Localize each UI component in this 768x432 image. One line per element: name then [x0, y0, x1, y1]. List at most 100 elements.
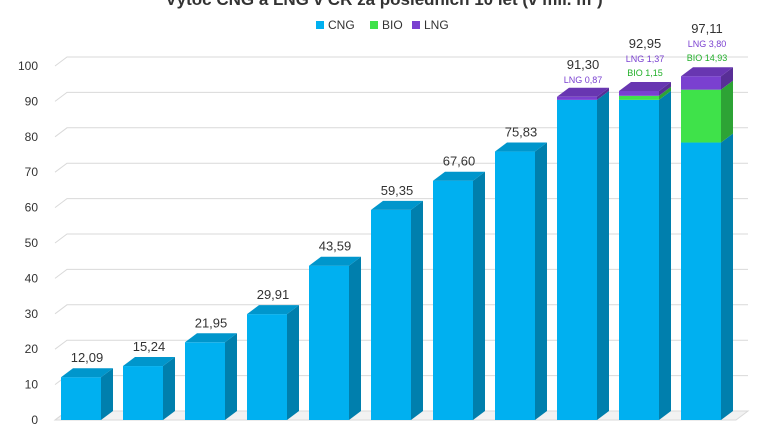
- bar-segment-lng: [557, 87, 609, 100]
- legend-label: CNG: [328, 18, 355, 32]
- plot-area: 12,09 15,24 21,95 29,91 43,59 59,35 67,60 75,83…: [53, 21, 750, 421]
- gridline: [54, 127, 748, 138]
- bar-front: [681, 142, 721, 421]
- legend-label: LNG: [424, 18, 449, 32]
- bar-segment-cng: [185, 333, 237, 420]
- gridline: [54, 91, 748, 102]
- bio-annotation: BIO 1,15: [627, 68, 663, 78]
- bar-side: [597, 90, 609, 420]
- bar-5: [309, 256, 361, 420]
- chart-legend: CNG BIO LNG: [316, 18, 449, 32]
- bar-side: [349, 256, 361, 420]
- bar-segment-lng: [681, 67, 733, 90]
- y-tick-label: 20: [25, 342, 39, 356]
- bar-10: [619, 81, 671, 420]
- bar-segment-cng: [619, 90, 671, 420]
- bar-top: [123, 357, 175, 367]
- bar-side: [101, 368, 113, 420]
- bar-total-label: 75,83: [505, 125, 538, 140]
- bar-top: [619, 81, 671, 91]
- y-tick-label: 70: [25, 165, 39, 179]
- bar-side: [225, 333, 237, 420]
- bar-front: [557, 99, 597, 420]
- bar-top: [309, 256, 361, 266]
- bar-side: [659, 90, 671, 420]
- bar-segment-cng: [433, 171, 485, 420]
- bar-segment-cng: [371, 200, 423, 420]
- bar-total-label: 97,11: [691, 21, 723, 36]
- y-tick-label: 60: [25, 201, 39, 215]
- bar-7: [433, 171, 485, 420]
- bar-front: [495, 151, 535, 420]
- bar-front: [123, 366, 163, 420]
- bar-front: [371, 209, 411, 420]
- bar-segment-cng: [123, 357, 175, 420]
- bar-total-label: 29,91: [257, 287, 290, 302]
- bar-segment-cng: [557, 90, 609, 420]
- bar-top: [371, 200, 423, 210]
- y-tick-label: 10: [25, 378, 39, 392]
- bar-total-label: 67,60: [443, 154, 476, 169]
- bar-front: [619, 99, 659, 420]
- legend-item-cng: CNG: [316, 18, 355, 32]
- bar-side: [659, 86, 671, 100]
- legend-label: BIO: [382, 18, 403, 32]
- bar-side: [535, 142, 547, 420]
- bar-front: [247, 314, 287, 420]
- bar-side: [287, 305, 299, 420]
- bar-front: [185, 342, 225, 420]
- lng-annotation: LNG 1,37: [626, 54, 665, 64]
- gridline: [54, 56, 748, 67]
- lng-annotation: LNG 3,80: [688, 39, 727, 49]
- bar-side: [163, 357, 175, 420]
- bar-top: [681, 67, 733, 77]
- bar-segment-cng: [495, 142, 547, 420]
- bar-6: [371, 200, 423, 420]
- legend-item-bio: BIO: [370, 18, 403, 32]
- bar-front: [681, 89, 721, 143]
- bar-segment-bio: [619, 86, 671, 100]
- bar-8: [495, 142, 547, 420]
- bar-11: [681, 67, 733, 421]
- chart-title: Výtoč CNG a LNG v ČR za posledních 10 le…: [165, 0, 602, 9]
- bar-side: [411, 200, 423, 420]
- bar-9: [557, 87, 609, 420]
- bar-top: [557, 87, 609, 97]
- bio-annotation: BIO 14,93: [687, 53, 728, 63]
- y-tick-label: 40: [25, 271, 39, 285]
- bar-segment-cng: [681, 133, 733, 421]
- bar-1: [61, 368, 113, 420]
- bar-total-label: 21,95: [195, 315, 228, 330]
- bar-segment-cng: [309, 256, 361, 420]
- bar-front: [309, 265, 349, 420]
- bar-front: [557, 96, 597, 100]
- bar-side: [473, 171, 485, 420]
- legend-swatch: [316, 21, 324, 29]
- y-tick-label: 50: [25, 236, 39, 250]
- bar-segment-cng: [61, 368, 113, 420]
- bar-top: [185, 333, 237, 343]
- lng-annotation: LNG 0,87: [564, 75, 603, 85]
- bar-side: [721, 133, 733, 421]
- bar-front: [433, 180, 473, 420]
- bar-2: [123, 357, 175, 420]
- y-tick-label: 80: [25, 130, 39, 144]
- y-tick-label: 100: [18, 59, 38, 73]
- bar-3: [185, 333, 237, 420]
- bar-segment-bio: [681, 80, 733, 143]
- bar-total-label: 92,95: [629, 36, 662, 51]
- y-tick-label: 90: [25, 94, 39, 108]
- bar-front: [619, 90, 659, 96]
- bar-side: [721, 67, 733, 90]
- bar-segment-cng: [247, 305, 299, 420]
- bar-side: [721, 80, 733, 143]
- y-tick-label: 0: [31, 413, 38, 427]
- bar-top: [495, 142, 547, 152]
- y-tick-label: 30: [25, 307, 39, 321]
- bar-front: [61, 377, 101, 420]
- bar-top: [433, 171, 485, 181]
- bar-total-label: 59,35: [381, 183, 414, 198]
- y-axis-labels: 0 10 20 30 40 50 60 70 80 90 100: [18, 59, 38, 427]
- bar-4: [247, 305, 299, 420]
- bar-side: [597, 87, 609, 100]
